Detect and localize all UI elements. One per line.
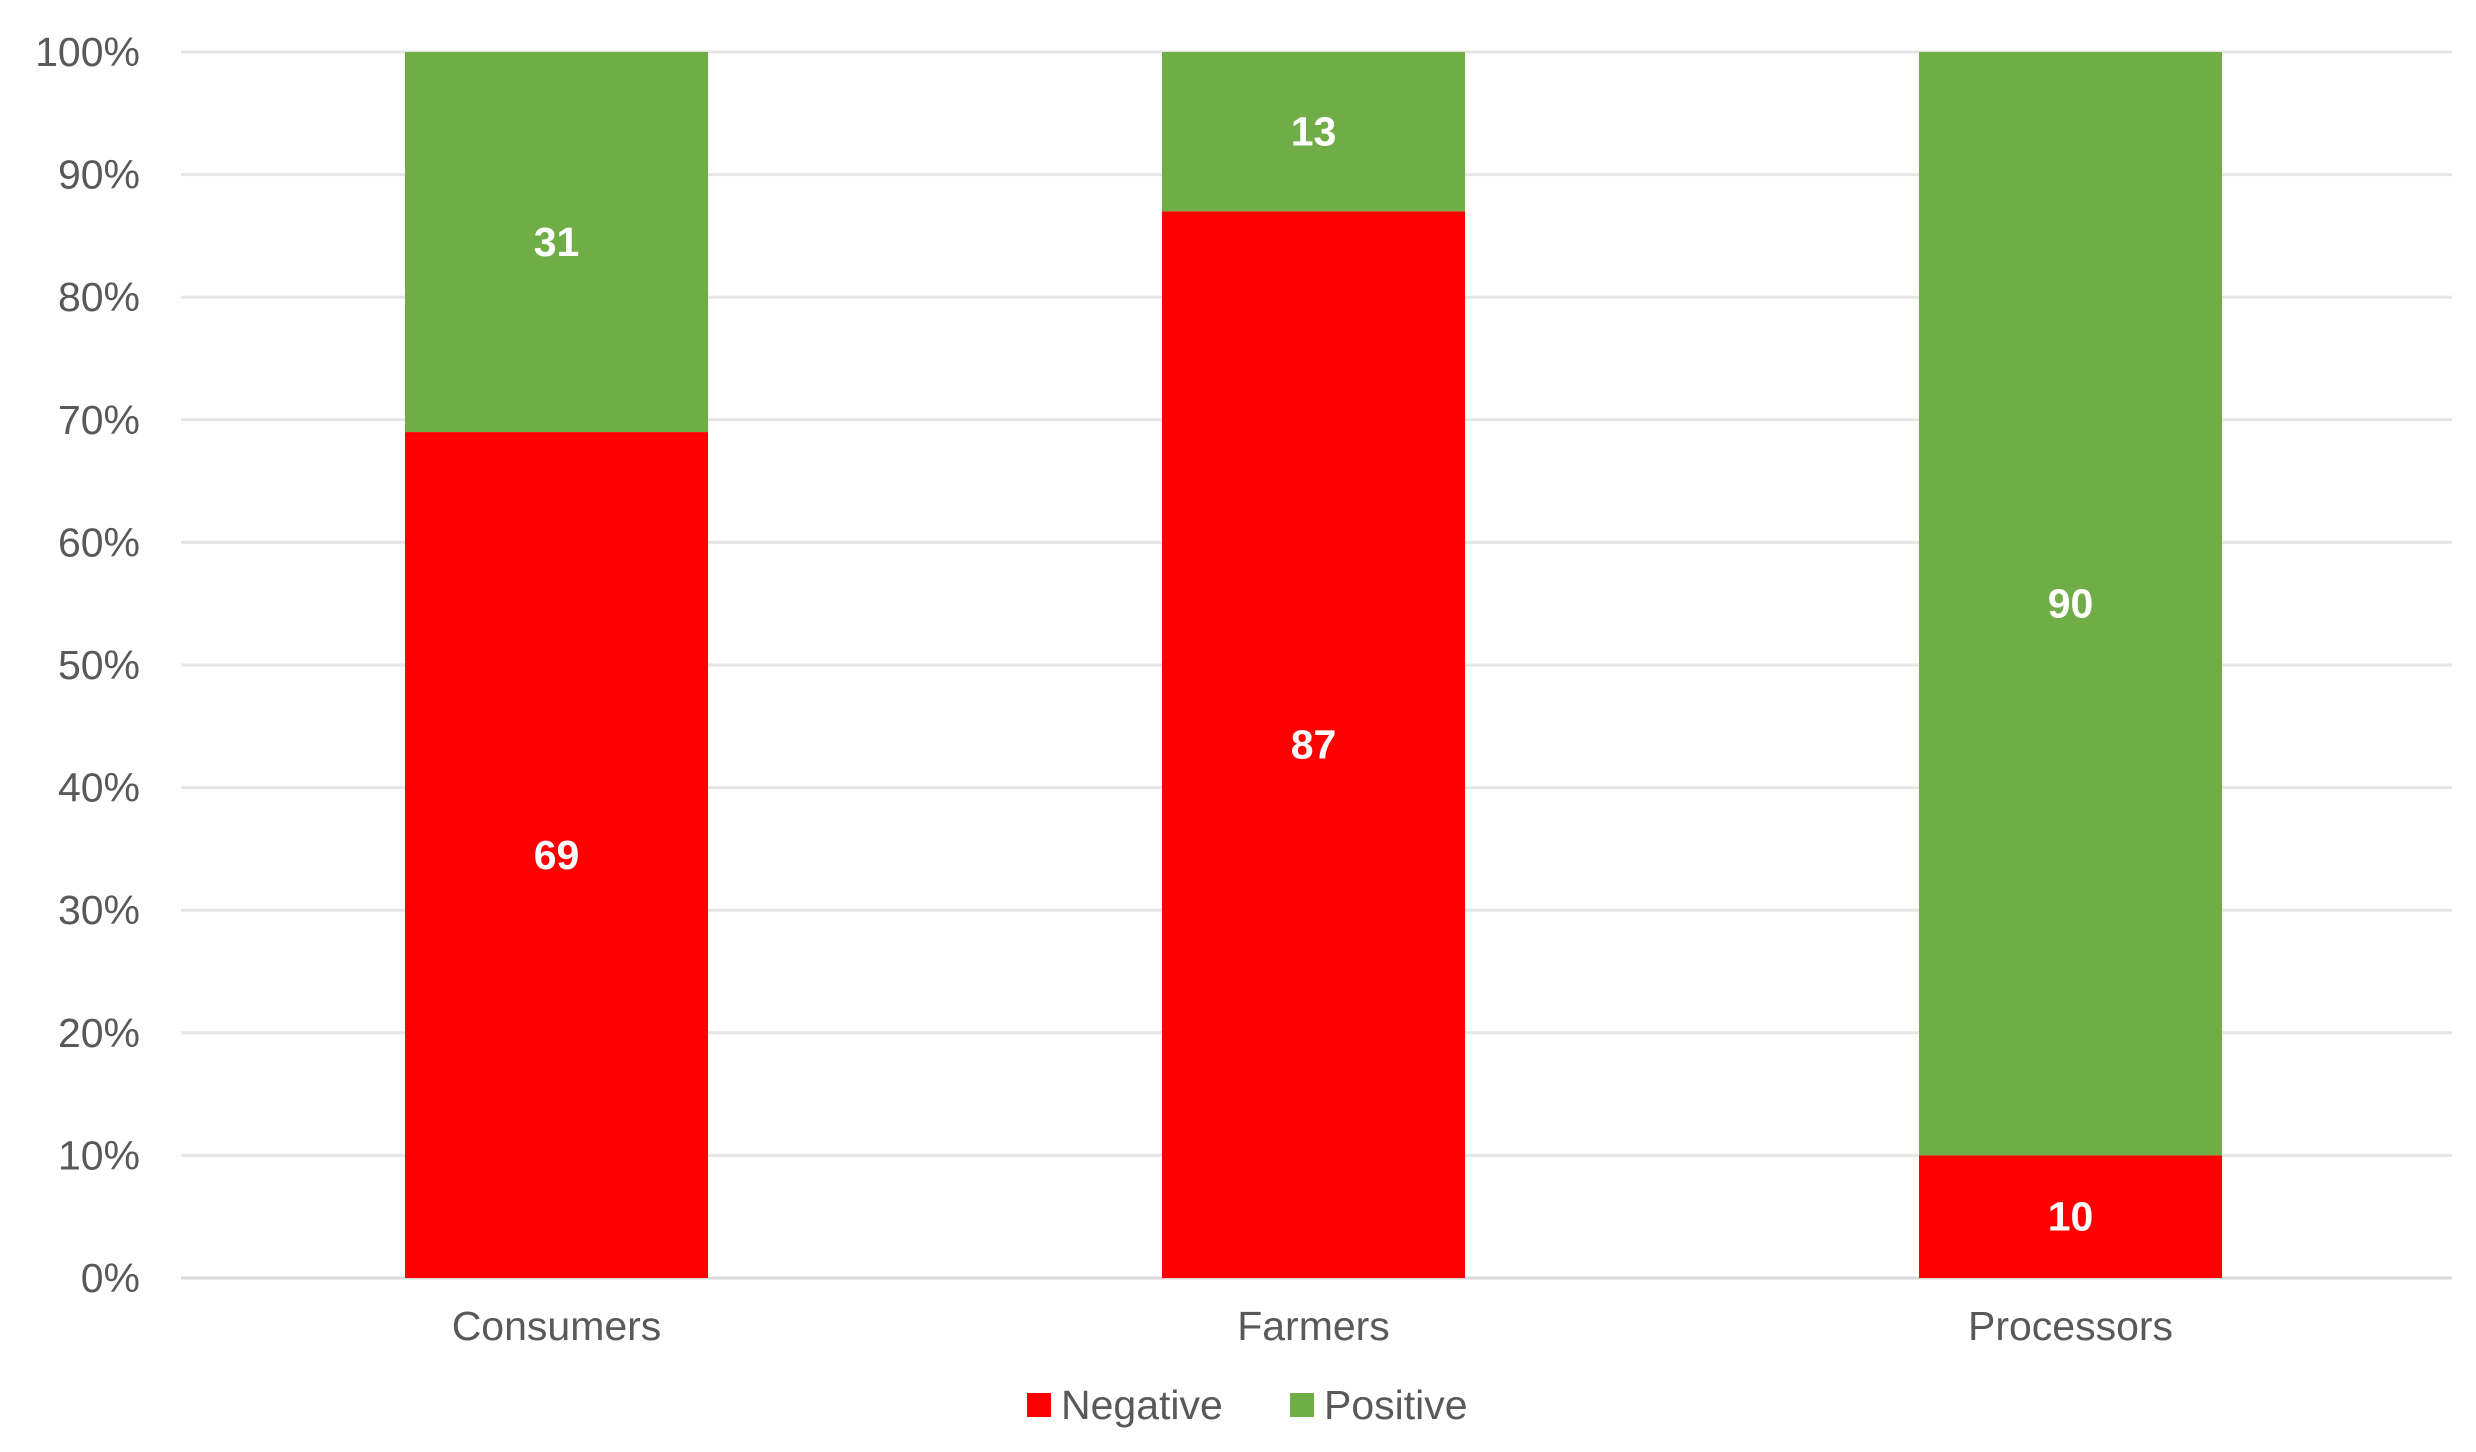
bar-positive-consumers[interactable] <box>405 52 708 433</box>
data-label: 90 <box>2048 581 2094 627</box>
legend-swatch <box>1290 1393 1314 1417</box>
legend-swatch <box>1027 1393 1051 1417</box>
legend-item-negative[interactable]: Negative <box>1027 1382 1223 1428</box>
y-tick-label: 90% <box>58 152 140 198</box>
y-tick-label: 100% <box>35 29 140 75</box>
legend[interactable]: Negative Positive <box>1027 1382 1468 1428</box>
x-category-label: Processors <box>1968 1303 2173 1349</box>
bar-negative-consumers[interactable] <box>405 432 708 1278</box>
data-labels: 69 31 87 13 10 90 <box>534 109 2094 1240</box>
y-axis-ticks: 0% 10% 20% 30% 40% 50% 60% 70% 80% 90% 100% <box>35 29 140 1301</box>
y-tick-label: 80% <box>58 274 140 320</box>
y-tick-label: 30% <box>58 887 140 933</box>
y-tick-label: 60% <box>58 519 140 565</box>
data-label: 69 <box>534 832 580 878</box>
data-label: 13 <box>1291 109 1337 155</box>
data-label: 10 <box>2048 1194 2094 1240</box>
x-axis-categories: Consumers Farmers Processors <box>452 1303 2173 1349</box>
x-category-label: Consumers <box>452 1303 662 1349</box>
legend-item-positive[interactable]: Positive <box>1290 1382 1468 1428</box>
x-category-label: Farmers <box>1237 1303 1390 1349</box>
y-tick-label: 0% <box>81 1255 140 1301</box>
y-tick-label: 70% <box>58 397 140 443</box>
bars <box>405 52 2222 1278</box>
y-tick-label: 10% <box>58 1132 140 1178</box>
y-tick-label: 40% <box>58 765 140 811</box>
y-tick-label: 20% <box>58 1010 140 1056</box>
y-tick-label: 50% <box>58 642 140 688</box>
bar-negative-farmers[interactable] <box>1162 211 1465 1278</box>
bar-negative-processors[interactable] <box>1919 1155 2222 1278</box>
data-label: 87 <box>1291 722 1337 768</box>
bar-positive-farmers[interactable] <box>1162 52 1465 212</box>
data-label: 31 <box>534 219 580 265</box>
bar-positive-processors[interactable] <box>1919 52 2222 1156</box>
legend-label: Positive <box>1324 1382 1468 1428</box>
legend-label: Negative <box>1061 1382 1223 1428</box>
